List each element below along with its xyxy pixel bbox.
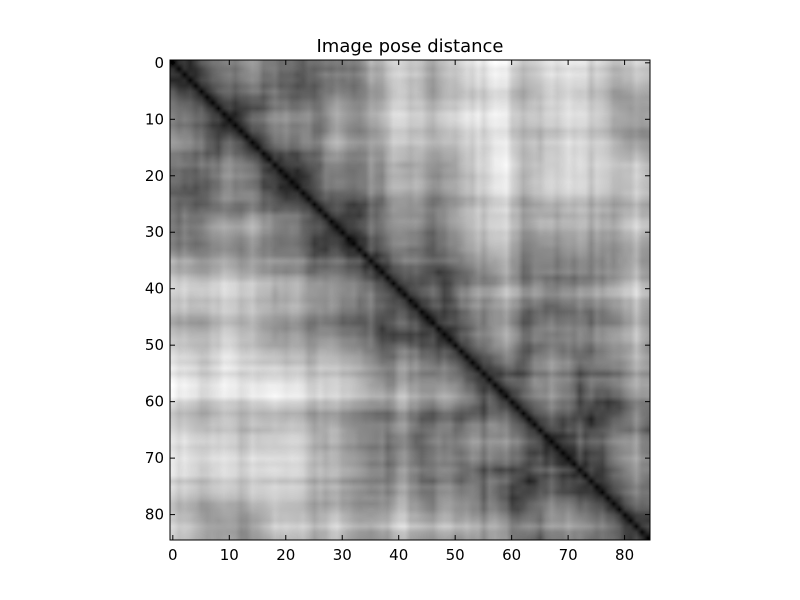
chart-title: Image pose distance <box>317 36 504 57</box>
axes-frame <box>169 59 651 541</box>
x-tick-label: 60 <box>502 546 521 564</box>
x-tick-label: 80 <box>615 546 634 564</box>
x-tick-label: 30 <box>333 546 352 564</box>
y-tick-label: 40 <box>145 280 164 298</box>
y-tick-label: 70 <box>145 449 164 467</box>
y-tick-label: 60 <box>145 393 164 411</box>
x-tick-label: 40 <box>389 546 408 564</box>
x-tick-label: 50 <box>446 546 465 564</box>
heatmap-image <box>170 60 650 540</box>
x-axis: 0 10 20 30 40 50 60 70 80 <box>168 60 634 564</box>
y-tick-label: 10 <box>145 110 164 128</box>
x-tick-label: 0 <box>168 546 178 564</box>
x-tick-label: 70 <box>559 546 578 564</box>
y-tick-label: 30 <box>145 223 164 241</box>
y-tick-label: 0 <box>154 54 164 72</box>
y-tick-label: 20 <box>145 167 164 185</box>
plot-area <box>169 59 651 541</box>
x-tick-label: 10 <box>220 546 239 564</box>
y-tick-label: 50 <box>145 336 164 354</box>
heatmap-canvas-wrapper <box>170 60 650 540</box>
x-tick-label: 20 <box>276 546 295 564</box>
y-axis: 0 10 20 30 40 50 60 70 80 <box>145 54 650 524</box>
y-tick-label: 80 <box>145 506 164 524</box>
